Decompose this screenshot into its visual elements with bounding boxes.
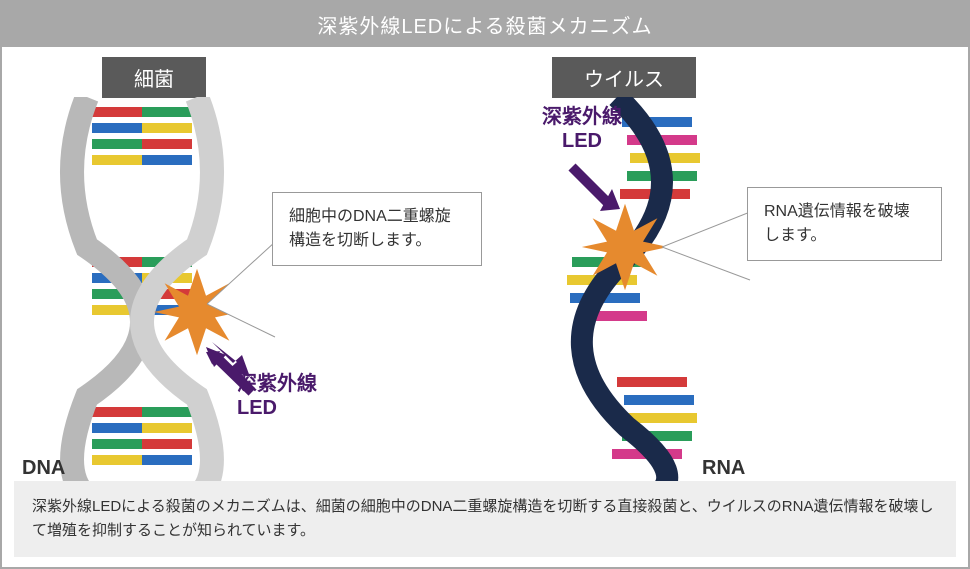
diagram-content: 細菌 ウイルス	[2, 47, 968, 495]
mol-label-rna: RNA	[702, 457, 745, 480]
infographic-container: 深紫外線LEDによる殺菌メカニズム 細菌 ウイルス	[0, 0, 970, 569]
panel-label-virus: ウイルス	[552, 57, 696, 98]
mol-label-dna: DNA	[22, 457, 65, 480]
arrow-icon-rna	[562, 157, 622, 217]
title-bar: 深紫外線LEDによる殺菌メカニズム	[2, 2, 968, 47]
callout-virus: RNA遺伝情報を破壊します。	[747, 187, 942, 261]
uv-label-virus: 深紫外線 LED	[542, 105, 622, 153]
callout-tail-rna	[662, 212, 752, 302]
panel-label-bacteria: 細菌	[102, 57, 206, 98]
callout-bacteria: 細胞中のDNA二重螺旋構造を切断します。	[272, 192, 482, 266]
callout-tail-dna	[207, 242, 277, 352]
uv-label-bacteria: 深紫外線 LED	[237, 372, 317, 420]
footer-text: 深紫外線LEDによる殺菌のメカニズムは、細菌の細胞中のDNA二重螺旋構造を切断す…	[14, 481, 956, 557]
